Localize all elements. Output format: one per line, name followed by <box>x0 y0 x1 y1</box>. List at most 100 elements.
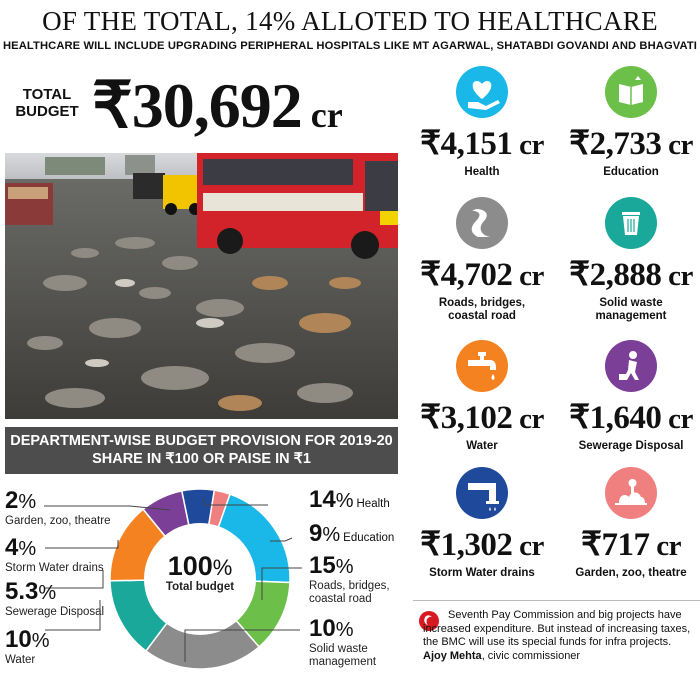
pct-health-value: 14 <box>309 486 336 513</box>
heart-hand-icon <box>456 66 508 118</box>
water-tap-icon <box>456 340 508 392</box>
pct-solid-waste-value: 10 <box>309 615 336 642</box>
dept-solid-waste: ₹2,888 cr Solid waste management <box>557 197 700 323</box>
dept-sewerage-amount-value: ₹1,640 <box>569 400 662 436</box>
pct-garden: 2% Garden, zoo, theatre <box>5 489 110 528</box>
donut-center-value: 100% Total budget <box>150 553 250 594</box>
pct-education-value: 9 <box>309 520 323 547</box>
total-budget-label-line1: TOTAL <box>22 86 72 103</box>
pct-water: 10% Water <box>5 628 50 667</box>
dept-education-label: Education <box>603 166 659 178</box>
center-value-number: 100 <box>167 551 213 581</box>
pct-health: 14% Health <box>309 488 390 512</box>
pct-roads-symbol: % <box>335 556 354 578</box>
book-icon <box>605 66 657 118</box>
dept-solid-waste-amount: ₹2,888 cr <box>557 257 700 294</box>
pct-solid-waste: 10% Solid waste management <box>309 617 376 669</box>
dept-solid-waste-label: Solid waste <box>599 297 663 309</box>
dept-education-amount-value: ₹2,733 <box>569 126 662 162</box>
quote-logo-icon <box>419 611 439 631</box>
dept-storm: ₹1,302 cr Storm Water drains <box>407 467 557 580</box>
dept-roads-amount-unit: cr <box>512 260 544 292</box>
dept-solid-waste-amount-value: ₹2,888 <box>569 257 662 293</box>
dept-solid-waste-label2: management <box>595 310 667 322</box>
dept-water: ₹3,102 cr Water <box>407 340 557 453</box>
dept-education: ₹2,733 cr Education <box>557 66 700 179</box>
total-budget-amount: ₹30,692 <box>92 70 303 141</box>
road-icon <box>456 197 508 249</box>
center-value-label: Total budget <box>165 581 235 593</box>
dept-storm-label: Storm Water drains <box>429 567 535 579</box>
dept-health-amount-value: ₹4,151 <box>420 126 513 162</box>
dept-roads-label: Roads, bridges, <box>438 297 526 309</box>
quote-body: Seventh Pay Commission and big projects … <box>423 609 691 648</box>
pct-roads: 15% Roads, bridges, coastal road <box>309 554 390 606</box>
headline: OF THE TOTAL, 14% ALLOTED TO HEALTHCARE <box>42 6 658 36</box>
pct-roads-value: 15 <box>309 552 336 579</box>
pct-education-symbol: % <box>322 524 341 546</box>
garden-icon <box>605 467 657 519</box>
department-banner: DEPARTMENT-WISE BUDGET PROVISION FOR 201… <box>5 427 398 474</box>
dept-storm-amount: ₹1,302 cr <box>407 527 557 564</box>
dept-water-amount-value: ₹3,102 <box>420 400 513 436</box>
quote-author: Ajoy Mehta <box>423 649 482 662</box>
dept-garden-amount-unit: cr <box>649 530 681 562</box>
pct-storm-symbol: % <box>18 538 37 560</box>
pct-solid-waste-label2: management <box>309 656 377 668</box>
dept-health: ₹4,151 cr Health <box>407 66 557 179</box>
quote-box: Seventh Pay Commission and big projects … <box>413 600 700 674</box>
drain-pipe-icon <box>456 467 508 519</box>
pct-water-symbol: % <box>31 630 50 652</box>
department-banner-line2: SHARE IN ₹100 OR PAISE IN ₹1 <box>92 451 311 467</box>
quote-text: Seventh Pay Commission and big projects … <box>423 609 700 663</box>
dept-education-amount: ₹2,733 cr <box>557 126 700 163</box>
pct-sewerage-symbol: % <box>38 582 57 604</box>
donut-hole <box>144 523 256 635</box>
center-value-symbol: % <box>212 555 233 580</box>
dept-solid-waste-amount-unit: cr <box>661 260 693 292</box>
trash-bin-icon <box>605 197 657 249</box>
pct-storm-label: Storm Water drains <box>5 562 104 574</box>
pct-education: 9% Education <box>309 522 394 546</box>
pct-storm: 4% Storm Water drains <box>5 536 104 575</box>
total-budget-unit: cr <box>301 95 343 135</box>
dept-water-amount-unit: cr <box>512 403 544 435</box>
pct-garden-label: Garden, zoo, theatre <box>5 515 111 527</box>
dept-health-amount: ₹4,151 cr <box>407 126 557 163</box>
pothole-road-photo <box>5 153 398 419</box>
dept-health-amount-unit: cr <box>512 129 544 161</box>
dept-garden-amount-value: ₹717 <box>581 527 650 563</box>
pct-roads-label2: coastal road <box>309 593 372 605</box>
sewer-worker-icon <box>605 340 657 392</box>
pct-sewerage-value: 5.3 <box>5 578 39 605</box>
pct-water-label: Water <box>5 654 36 666</box>
dept-sewerage-amount: ₹1,640 cr <box>557 400 700 437</box>
pct-sewerage-label: Sewerage Disposal <box>5 606 105 618</box>
dept-water-label: Water <box>466 440 498 452</box>
pct-solid-waste-label: Solid waste <box>309 643 368 655</box>
subhead: HEALTHCARE WILL INCLUDE UPGRADING PERIPH… <box>3 40 697 52</box>
total-budget-value: ₹30,692 cr <box>92 66 343 155</box>
pct-education-label: Education <box>343 532 395 544</box>
pct-roads-label: Roads, bridges, <box>309 580 390 592</box>
dept-water-amount: ₹3,102 cr <box>407 400 557 437</box>
pct-health-label: Health <box>356 498 390 510</box>
dept-garden-label: Garden, zoo, theatre <box>575 567 687 579</box>
pct-garden-symbol: % <box>18 491 37 513</box>
dept-education-amount-unit: cr <box>661 129 693 161</box>
dept-garden-amount: ₹717 cr <box>557 527 700 564</box>
dept-storm-amount-value: ₹1,302 <box>420 527 513 563</box>
dept-sewerage: ₹1,640 cr Sewerage Disposal <box>557 340 700 453</box>
road-photo-illustration <box>5 153 398 419</box>
quote-role: , civic commissioner <box>481 649 581 662</box>
dept-sewerage-label: Sewerage Disposal <box>578 440 684 452</box>
dept-roads: ₹4,702 cr Roads, bridges, coastal road <box>407 197 557 323</box>
total-budget-label-line2: BUDGET <box>15 103 79 120</box>
pct-water-value: 10 <box>5 626 32 653</box>
dept-roads-label2: coastal road <box>448 310 516 322</box>
dept-storm-amount-unit: cr <box>512 530 544 562</box>
dept-health-label: Health <box>464 166 500 178</box>
dept-roads-amount: ₹4,702 cr <box>407 257 557 294</box>
pct-solid-waste-symbol: % <box>335 619 354 641</box>
dept-garden: ₹717 cr Garden, zoo, theatre <box>557 467 700 580</box>
